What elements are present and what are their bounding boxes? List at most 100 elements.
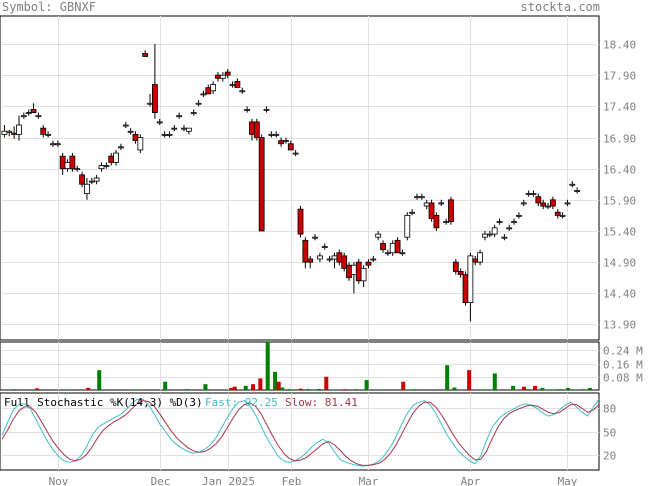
candle-body-down [205, 87, 212, 95]
candle [25, 109, 32, 116]
candle-body-up [118, 146, 124, 149]
volume-bar [280, 387, 285, 390]
candle-body-up [74, 168, 81, 171]
volume-bar [467, 370, 472, 390]
candle [166, 131, 173, 138]
candle-body-down [258, 137, 265, 232]
candle [399, 249, 406, 256]
candle-body-up [147, 102, 153, 105]
candle-body-up [525, 193, 532, 195]
candle-body-up [418, 196, 425, 199]
candle [16, 115, 22, 141]
volume-bar [331, 389, 336, 390]
candle-body-down [132, 133, 139, 142]
volume-bar [342, 389, 347, 390]
fast-value-label: Fast: 92.25 [205, 396, 278, 409]
volume-bar [34, 388, 39, 390]
candle [50, 140, 56, 147]
candle [161, 131, 168, 138]
candle-body-up [389, 243, 396, 254]
stoch-title: Full Stochastic %K(14,3) %D(3) [4, 396, 203, 409]
volume-bar [379, 389, 384, 390]
candle [384, 249, 391, 256]
candle [540, 199, 547, 210]
volume-bar [401, 381, 406, 390]
candle-body-down [346, 264, 352, 279]
volume-bar [12, 389, 17, 390]
volume-bar [412, 389, 417, 390]
volume-bar [229, 388, 234, 390]
candle-body-up [1, 130, 8, 135]
stochastic-group [1, 398, 600, 467]
candle [11, 126, 18, 139]
candle [127, 128, 134, 135]
candle-body-down [253, 121, 260, 138]
candle-body-down [365, 261, 372, 266]
volume-bar [525, 389, 530, 390]
volume-bar [573, 389, 578, 390]
volume-bar [514, 389, 519, 390]
candle [326, 255, 333, 263]
candle [59, 153, 66, 175]
candle-body-up [122, 124, 129, 127]
candle-body-down [40, 127, 47, 135]
candle [404, 212, 411, 241]
candle-body-down [249, 121, 255, 135]
candle [574, 187, 581, 194]
candle-body-up [370, 258, 377, 261]
candle-body-up [98, 165, 105, 170]
price-tick-label: 18.40 [603, 39, 636, 52]
candle [554, 209, 561, 219]
slow-value-label: Slow: 81.41 [285, 396, 358, 409]
time-tick-label: Nov [49, 475, 69, 486]
candle-body-down [452, 261, 459, 272]
candle-body-down [428, 202, 435, 219]
candle [234, 78, 241, 89]
candle-body-up [93, 177, 100, 182]
candle [210, 81, 217, 94]
candle [448, 196, 454, 225]
candle [370, 255, 377, 263]
candle-body-up [190, 112, 197, 114]
candle [118, 143, 124, 150]
candle-body-up [200, 93, 207, 96]
candle-body-up [486, 233, 493, 236]
candle-body-up [443, 221, 450, 224]
candle-body-up [516, 214, 522, 217]
price-tick-label: 15.90 [603, 195, 636, 208]
candle-body-down [108, 155, 115, 163]
volume-bar [404, 389, 409, 390]
candle-body-up [409, 211, 416, 214]
candle [520, 199, 527, 207]
candle [268, 131, 275, 138]
candle-body-down [394, 239, 401, 254]
time-tick-label: Mar [359, 475, 379, 486]
candles-group [1, 44, 581, 322]
slow-d-line [1, 400, 600, 466]
candle-body-up [283, 140, 289, 143]
volume-bar [452, 387, 457, 390]
candle-body-up [399, 252, 406, 255]
candle [176, 112, 183, 119]
candle [69, 153, 76, 172]
candle [151, 44, 158, 119]
candle [467, 252, 474, 322]
time-tick-label: Dec [151, 475, 171, 486]
candle [229, 81, 236, 88]
candle [462, 271, 469, 306]
candle-body-down [151, 84, 158, 113]
candle-body-up [54, 143, 61, 146]
candle [569, 181, 576, 188]
candle [84, 178, 90, 200]
candle [147, 93, 153, 107]
site-label: stockta.com [520, 0, 600, 14]
candle-body-up [414, 196, 420, 199]
candle [98, 162, 105, 172]
candle [122, 121, 129, 129]
candle-body-up [423, 202, 430, 207]
candle-body-up [574, 190, 581, 192]
candle [350, 262, 357, 294]
volume-bar [258, 378, 263, 390]
